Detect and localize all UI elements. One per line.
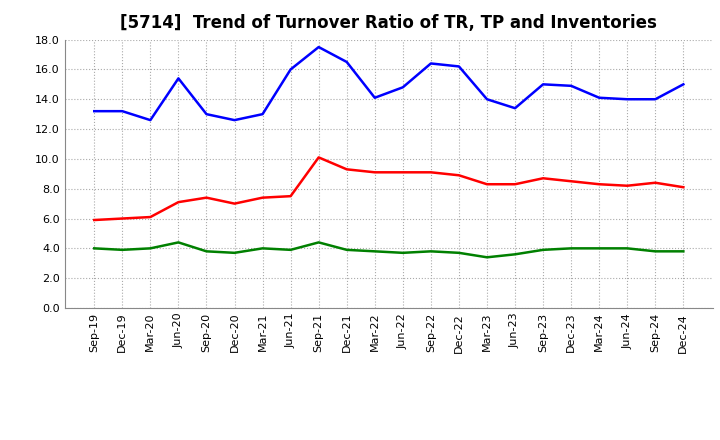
Trade Payables xyxy=(595,95,603,100)
Trade Payables xyxy=(202,111,211,117)
Trade Payables xyxy=(287,67,295,72)
Inventories xyxy=(258,246,267,251)
Trade Receivables xyxy=(371,170,379,175)
Inventories xyxy=(398,250,407,256)
Inventories xyxy=(90,246,99,251)
Trade Payables xyxy=(371,95,379,100)
Trade Payables xyxy=(510,106,519,111)
Inventories xyxy=(202,249,211,254)
Inventories xyxy=(539,247,547,253)
Inventories xyxy=(118,247,127,253)
Trade Payables xyxy=(539,82,547,87)
Trade Receivables xyxy=(679,185,688,190)
Trade Payables xyxy=(315,44,323,50)
Trade Payables xyxy=(651,97,660,102)
Inventories xyxy=(315,240,323,245)
Trade Receivables xyxy=(174,199,183,205)
Title: [5714]  Trend of Turnover Ratio of TR, TP and Inventories: [5714] Trend of Turnover Ratio of TR, TP… xyxy=(120,15,657,33)
Trade Payables xyxy=(623,97,631,102)
Inventories xyxy=(174,240,183,245)
Inventories xyxy=(623,246,631,251)
Trade Payables xyxy=(482,97,491,102)
Trade Payables xyxy=(426,61,435,66)
Trade Receivables xyxy=(539,176,547,181)
Inventories xyxy=(343,247,351,253)
Inventories xyxy=(371,249,379,254)
Inventories xyxy=(595,246,603,251)
Trade Receivables xyxy=(315,155,323,160)
Trade Receivables xyxy=(258,195,267,200)
Inventories xyxy=(146,246,155,251)
Trade Payables xyxy=(90,109,99,114)
Inventories xyxy=(287,247,295,253)
Line: Trade Payables: Trade Payables xyxy=(94,47,683,120)
Trade Receivables xyxy=(595,182,603,187)
Trade Payables xyxy=(174,76,183,81)
Trade Payables xyxy=(454,64,463,69)
Inventories xyxy=(482,255,491,260)
Trade Receivables xyxy=(230,201,239,206)
Trade Receivables xyxy=(398,170,407,175)
Line: Trade Receivables: Trade Receivables xyxy=(94,158,683,220)
Inventories xyxy=(230,250,239,256)
Trade Receivables xyxy=(202,195,211,200)
Trade Receivables xyxy=(623,183,631,188)
Trade Payables xyxy=(258,111,267,117)
Trade Payables xyxy=(567,83,575,88)
Trade Payables xyxy=(146,117,155,123)
Inventories xyxy=(679,249,688,254)
Trade Payables xyxy=(118,109,127,114)
Inventories xyxy=(567,246,575,251)
Trade Receivables xyxy=(651,180,660,185)
Inventories xyxy=(426,249,435,254)
Trade Payables xyxy=(679,82,688,87)
Trade Receivables xyxy=(343,167,351,172)
Trade Receivables xyxy=(146,214,155,220)
Trade Payables xyxy=(343,59,351,65)
Trade Receivables xyxy=(510,182,519,187)
Trade Receivables xyxy=(287,194,295,199)
Trade Receivables xyxy=(567,179,575,184)
Trade Receivables xyxy=(118,216,127,221)
Trade Receivables xyxy=(454,172,463,178)
Trade Receivables xyxy=(482,182,491,187)
Inventories xyxy=(454,250,463,256)
Inventories xyxy=(651,249,660,254)
Trade Payables xyxy=(230,117,239,123)
Trade Receivables xyxy=(90,217,99,223)
Trade Receivables xyxy=(426,170,435,175)
Line: Inventories: Inventories xyxy=(94,242,683,257)
Inventories xyxy=(510,252,519,257)
Trade Payables xyxy=(398,84,407,90)
